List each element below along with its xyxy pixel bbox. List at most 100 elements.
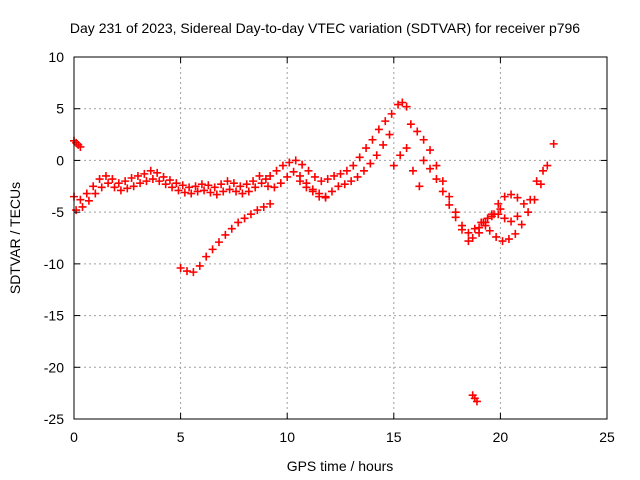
data-point <box>549 139 558 148</box>
data-point <box>323 175 332 184</box>
data-point <box>419 156 428 165</box>
data-point <box>191 182 200 191</box>
data-point <box>330 171 339 180</box>
data-point <box>195 261 204 270</box>
data-point <box>408 166 417 175</box>
data-point <box>458 225 467 234</box>
data-point <box>359 166 368 175</box>
data-point <box>321 193 330 202</box>
data-point <box>266 199 275 208</box>
axes: 0 5 10 15 20 25 10 5 0 -5 -10 -15 -20 -25 <box>44 49 615 445</box>
data-point <box>146 166 155 175</box>
data-point <box>470 224 479 233</box>
data-point <box>78 202 87 211</box>
data-point <box>513 193 522 202</box>
data-point <box>187 189 196 198</box>
data-point <box>242 180 251 189</box>
data-point <box>110 183 119 192</box>
data-point <box>223 177 232 186</box>
data-point <box>221 230 230 239</box>
data-point <box>402 144 411 153</box>
y-tick-label: -15 <box>44 308 64 324</box>
x-axis-label: GPS time / hours <box>287 458 394 474</box>
series-track-b <box>72 175 273 215</box>
data-point <box>483 214 492 223</box>
data-point <box>123 184 132 193</box>
data-point <box>116 186 125 195</box>
data-point <box>498 237 507 246</box>
data-point <box>229 179 238 188</box>
data-point <box>475 223 484 232</box>
data-point <box>95 175 104 184</box>
data-point <box>543 161 552 170</box>
data-point <box>368 135 377 144</box>
data-point <box>504 235 513 244</box>
data-point <box>185 183 194 192</box>
y-tick-label: 0 <box>56 152 64 168</box>
data-point <box>513 212 522 221</box>
data-point <box>227 224 236 233</box>
data-point <box>468 234 477 242</box>
data-point <box>210 183 219 192</box>
data-point <box>517 220 526 229</box>
data-point <box>114 179 123 188</box>
data-point <box>165 176 174 185</box>
data-point <box>159 172 168 181</box>
data-point <box>176 263 185 272</box>
data-point <box>208 245 217 254</box>
data-point <box>496 205 505 214</box>
data-point <box>372 151 381 160</box>
y-tick-label: 5 <box>56 101 64 117</box>
data-point <box>200 186 209 195</box>
data-point <box>419 135 428 144</box>
data-point <box>214 238 223 247</box>
data-point <box>246 210 255 219</box>
data-point <box>387 109 396 118</box>
data-point <box>206 188 215 197</box>
data-point <box>142 177 151 186</box>
y-tick-label: -5 <box>52 204 65 220</box>
data-point <box>289 167 298 176</box>
data-point <box>253 206 262 215</box>
data-point <box>389 161 398 170</box>
data-point <box>494 210 503 219</box>
data-point <box>396 151 405 160</box>
data-point <box>302 183 311 192</box>
data-point <box>180 188 189 197</box>
y-axis-label: SDTVAR / TECUs <box>7 182 23 294</box>
data-point <box>272 166 281 175</box>
data-point <box>121 177 130 186</box>
data-point <box>155 177 164 186</box>
data-points <box>70 98 558 406</box>
data-point <box>532 177 541 186</box>
data-point <box>172 179 181 188</box>
data-point <box>257 179 266 188</box>
data-point <box>251 183 260 192</box>
data-point <box>487 212 496 221</box>
series-track-j <box>419 156 473 246</box>
data-point <box>507 190 516 199</box>
data-point <box>76 142 85 151</box>
data-point <box>366 159 375 168</box>
data-point <box>266 171 275 180</box>
data-point <box>492 232 501 241</box>
series-track-l <box>468 166 548 242</box>
x-tick-label: 5 <box>177 429 185 445</box>
data-point <box>526 195 535 204</box>
data-point <box>285 158 294 167</box>
data-point <box>355 153 364 162</box>
data-point <box>445 200 454 209</box>
data-point <box>76 195 85 204</box>
data-point <box>204 181 213 190</box>
data-point <box>464 228 473 237</box>
x-tick-label: 25 <box>599 429 615 445</box>
data-point <box>394 100 403 109</box>
data-point <box>108 175 117 184</box>
series-track-a <box>70 166 270 204</box>
data-point <box>153 168 162 177</box>
y-tick-label: 10 <box>48 49 64 65</box>
data-point <box>264 182 273 191</box>
data-point <box>385 130 394 139</box>
data-point <box>148 175 157 184</box>
